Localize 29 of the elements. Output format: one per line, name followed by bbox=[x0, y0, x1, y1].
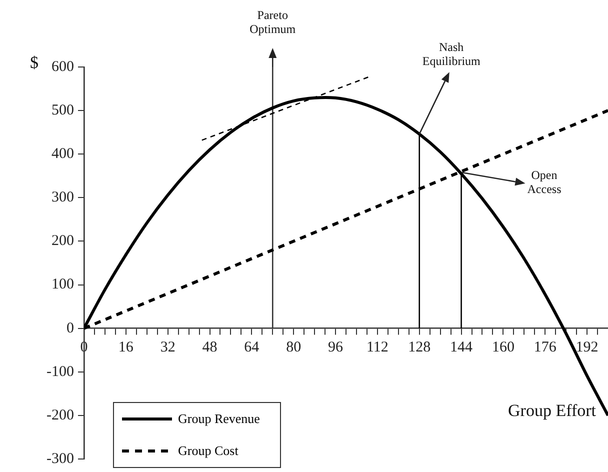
x-tick-label: 64 bbox=[244, 339, 260, 356]
y-tick-label: 400 bbox=[52, 146, 74, 162]
x-tick-label: 32 bbox=[160, 339, 176, 356]
legend-label: Group Cost bbox=[178, 443, 238, 459]
annotation: Pareto Optimum bbox=[250, 8, 296, 36]
y-tick-label: -100 bbox=[46, 364, 74, 380]
x-tick-label: 128 bbox=[408, 339, 431, 356]
x-tick-label: 176 bbox=[534, 339, 557, 356]
x-axis-title: Group Effort bbox=[508, 401, 596, 422]
annotation: Open Access bbox=[527, 168, 562, 196]
legend-label: Group Revenue bbox=[178, 411, 260, 427]
y-tick-label: 500 bbox=[52, 102, 74, 118]
x-tick-label: 80 bbox=[286, 339, 302, 356]
y-tick-label: 0 bbox=[66, 320, 74, 336]
x-tick-label: 160 bbox=[492, 339, 514, 356]
x-tick-label: 112 bbox=[366, 339, 388, 356]
x-tick-label: 144 bbox=[450, 339, 474, 356]
x-tick-label: 96 bbox=[328, 339, 344, 356]
y-tick-label: 200 bbox=[52, 233, 74, 250]
annotation: Nash Equilibrium bbox=[422, 40, 480, 68]
y-tick-label: 100 bbox=[52, 276, 74, 293]
y-tick-label: 300 bbox=[52, 190, 74, 206]
y-tick-label: 600 bbox=[52, 58, 74, 75]
x-tick-label: 16 bbox=[118, 339, 134, 356]
y-axis-title: $ bbox=[30, 53, 38, 73]
y-tick-label: -300 bbox=[46, 450, 74, 467]
x-tick-label: 48 bbox=[202, 339, 218, 356]
y-tick-label: -200 bbox=[46, 407, 74, 424]
x-tick-label: 192 bbox=[576, 339, 598, 356]
